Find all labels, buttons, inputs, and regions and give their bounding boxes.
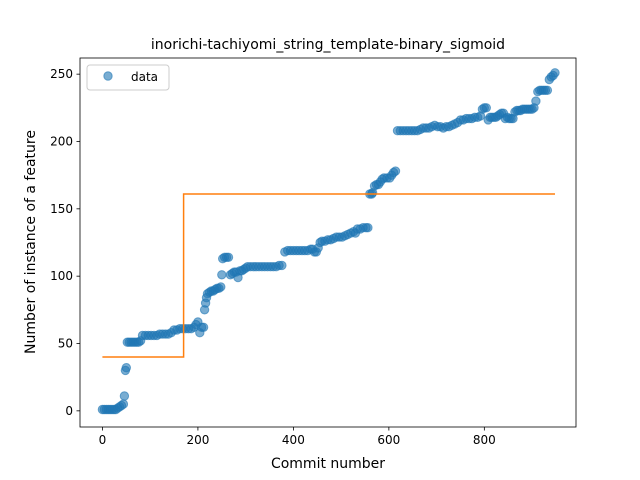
data-point xyxy=(121,363,132,373)
data-point xyxy=(217,270,227,280)
x-tick-label: 600 xyxy=(377,433,400,447)
data-point xyxy=(198,322,209,332)
x-axis-label: Commit number xyxy=(271,456,385,472)
data-point xyxy=(542,85,553,96)
series-line xyxy=(102,193,555,358)
legend: data xyxy=(86,64,170,91)
data-point xyxy=(390,166,401,176)
plot-frame xyxy=(79,57,577,428)
legend-marker-data xyxy=(103,71,113,81)
axes-layer: 0 200 400 600 800 0 50 100 150 200 250 xyxy=(50,67,496,447)
y-tick-label: 0 xyxy=(65,404,73,418)
y-axis-label: Number of instance of a feature xyxy=(23,130,39,354)
y-tick-label: 200 xyxy=(50,134,73,148)
y-tick-label: 50 xyxy=(58,337,73,351)
x-tick-label: 200 xyxy=(186,433,209,447)
chart-title: inorichi-tachiyomi_string_template-binar… xyxy=(151,37,505,53)
x-tick-label: 800 xyxy=(473,433,496,447)
data-point xyxy=(531,96,541,106)
plot-layer xyxy=(97,68,560,415)
data-point xyxy=(277,260,287,271)
x-tick-label: 400 xyxy=(282,433,305,447)
x-tick-label: 0 xyxy=(99,433,107,447)
data-point xyxy=(550,68,560,78)
data-point xyxy=(118,399,129,409)
data-point xyxy=(216,282,226,292)
data-point xyxy=(223,252,234,262)
data-point xyxy=(119,391,130,401)
y-tick-label: 150 xyxy=(50,202,73,216)
data-point xyxy=(363,223,373,233)
y-tick-label: 100 xyxy=(50,269,73,283)
y-tick-label: 250 xyxy=(50,67,73,81)
legend-box xyxy=(86,64,170,91)
legend-label-data: data xyxy=(131,70,158,84)
data-point xyxy=(481,103,491,113)
